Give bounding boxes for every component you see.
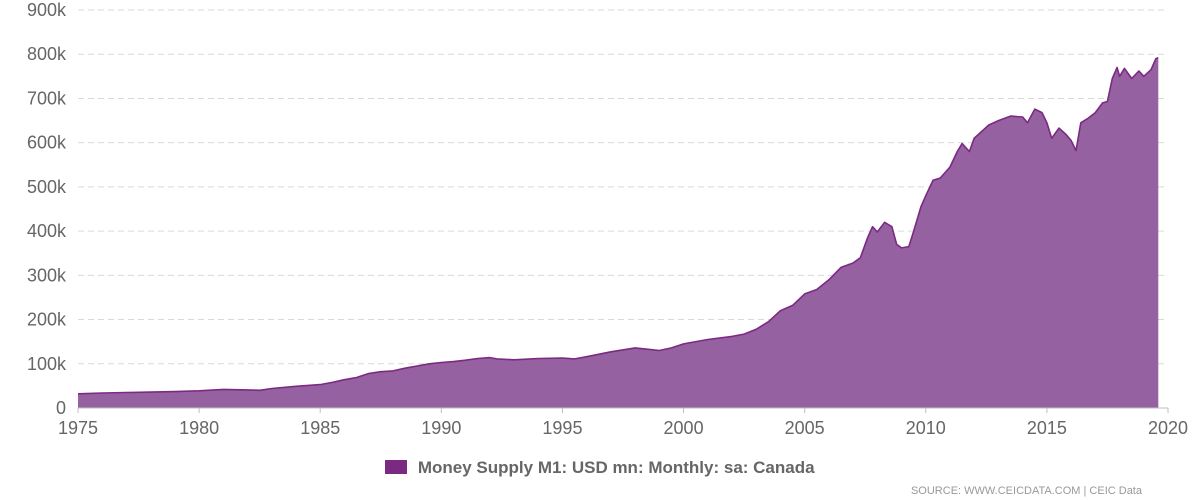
- y-tick-label: 200k: [27, 310, 67, 330]
- legend: Money Supply M1: USD mn: Monthly: sa: Ca…: [0, 458, 1200, 478]
- plot-area: [77, 57, 1159, 409]
- x-tick-label: 1980: [179, 418, 219, 438]
- x-tick-label: 1990: [421, 418, 461, 438]
- x-tick-label: 2010: [906, 418, 946, 438]
- series-area-fill: [78, 57, 1159, 409]
- axes: [77, 407, 1169, 413]
- y-axis-tick-labels: 0 100k 200k 300k 400k 500k 600k 700k 800k 900k: [27, 0, 67, 418]
- x-tick-label: 2020: [1148, 418, 1188, 438]
- y-tick-label: 500k: [27, 177, 67, 197]
- y-tick-label: 300k: [27, 265, 67, 285]
- x-tick-label: 2015: [1027, 418, 1067, 438]
- source-credit: SOURCE: WWW.CEICDATA.COM | CEIC Data: [910, 485, 1142, 497]
- x-tick-label: 1975: [58, 418, 98, 438]
- x-axis-tick-labels: 1975 1980 1985 1990 1995 2000 2005 2010 2015 2020: [58, 418, 1188, 438]
- y-tick-label: 600k: [27, 133, 67, 153]
- x-tick-label: 1995: [542, 418, 582, 438]
- series-line: [77, 57, 1159, 395]
- y-tick-label: 0: [56, 398, 66, 418]
- x-tick-label: 2000: [664, 418, 704, 438]
- legend-label: Money Supply M1: USD mn: Monthly: sa: Ca…: [417, 458, 815, 477]
- y-tick-label: 100k: [27, 354, 67, 374]
- y-tick-label: 400k: [27, 221, 67, 241]
- x-tick-label: 1985: [300, 418, 340, 438]
- y-tick-label: 700k: [27, 88, 67, 108]
- y-tick-label: 900k: [27, 0, 67, 20]
- legend-swatch: [385, 460, 408, 474]
- y-tick-label: 800k: [27, 44, 67, 64]
- grid-lines: [78, 9, 1168, 365]
- x-tick-label: 2005: [785, 418, 825, 438]
